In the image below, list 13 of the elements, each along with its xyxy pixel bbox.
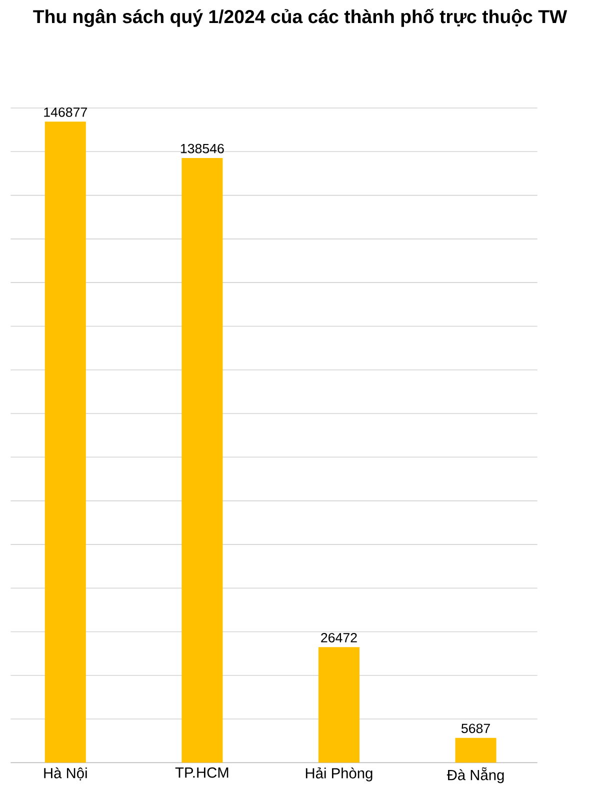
x-tick-label: Đà Nẵng bbox=[446, 767, 504, 784]
x-tick-label: TP.HCM bbox=[175, 767, 228, 778]
data-label: 5687 bbox=[461, 724, 490, 734]
bar bbox=[182, 158, 223, 763]
chart-title: Thu ngân sách quý 1/2024 của các thành phố trực thuộc TW bbox=[33, 8, 568, 27]
bar bbox=[44, 122, 86, 763]
bar bbox=[318, 647, 360, 763]
data-label: 26472 bbox=[321, 632, 357, 642]
x-tick-label: Hà Nội bbox=[44, 767, 87, 780]
x-tick-label: Hải Phòng bbox=[306, 767, 372, 782]
data-label: 146877 bbox=[44, 107, 87, 117]
data-label: 138546 bbox=[180, 144, 224, 154]
bar bbox=[455, 738, 496, 763]
